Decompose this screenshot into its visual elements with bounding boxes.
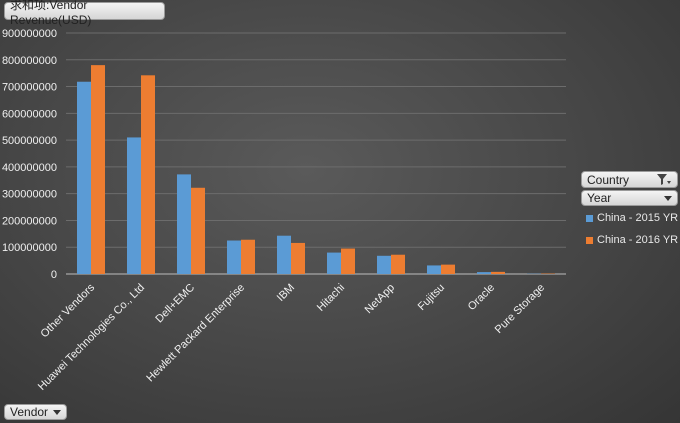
bar-2015[interactable] [227,240,241,274]
x-category-label: Hitachi [315,282,347,314]
bar-2015[interactable] [77,81,91,274]
measure-field-label: 求和项:Vendor Revenue(USD) [10,0,92,27]
bar-2016[interactable] [241,239,255,274]
bar-2016[interactable] [191,187,205,274]
vendor-field-button[interactable]: Vendor [4,404,67,420]
legend-item-2015: China - 2015 YR [586,212,678,224]
y-axis-ticks: 0 100000000 200000000 300000000 400000000 500… [2,28,57,281]
bar-2015[interactable] [427,265,441,274]
y-tick-label: 400000000 [2,162,57,174]
chevron-down-icon[interactable] [53,409,61,415]
bar-2016[interactable] [141,75,155,274]
y-tick-label: 800000000 [2,55,57,67]
y-tick-label: 200000000 [2,215,57,227]
x-category-label: Oracle [466,282,497,313]
x-category-label: Pure Storage [493,282,547,336]
country-field-button[interactable]: Country [581,171,678,188]
y-tick-label: 600000000 [2,108,57,120]
bar-2016[interactable] [441,264,455,274]
filter-icon[interactable] [656,173,672,186]
x-category-label: Dell+EMC [153,282,197,326]
bars [77,65,555,274]
legend-label-2016: China - 2016 YR [597,234,679,246]
bar-2016[interactable] [91,65,105,274]
y-tick-label: 700000000 [2,82,57,94]
bar-2015[interactable] [127,137,141,274]
year-field-label: Year [587,191,612,205]
legend-swatch-2015 [586,214,593,222]
legend-label-2015: China - 2015 YR [597,212,679,224]
bar-2016[interactable] [291,242,305,274]
country-field-label: Country [587,172,630,187]
x-category-label: Fujitsu [416,282,447,313]
y-tick-label: 300000000 [2,189,57,201]
bar-2016[interactable] [341,248,355,274]
legend-swatch-2016 [586,236,593,244]
y-tick-label: 900000000 [2,28,57,40]
bar-2015[interactable] [477,272,491,274]
bar-2016[interactable] [391,254,405,274]
bar-2015[interactable] [177,174,191,274]
y-tick-label: 100000000 [2,242,57,254]
vendor-field-label: Vendor [10,405,49,419]
y-tick-label: 0 [51,269,57,281]
bar-2016[interactable] [491,271,505,274]
legend-item-2016: China - 2016 YR [586,234,678,246]
y-tick-label: 500000000 [2,135,57,147]
x-category-label: IBM [275,282,297,304]
bar-2015[interactable] [377,255,391,274]
year-field-button[interactable]: Year [581,190,678,206]
measure-field-button[interactable]: 求和项:Vendor Revenue(USD) [4,0,165,27]
x-category-label: NetApp [363,282,397,316]
bar-2015[interactable] [327,252,341,274]
chevron-down-icon[interactable] [664,195,672,201]
bar-2015[interactable] [277,235,291,274]
x-category-label: Hewlett Packard Enterprise [144,282,247,385]
x-category-label: Huawei Technologies Co., Ltd [36,282,147,393]
